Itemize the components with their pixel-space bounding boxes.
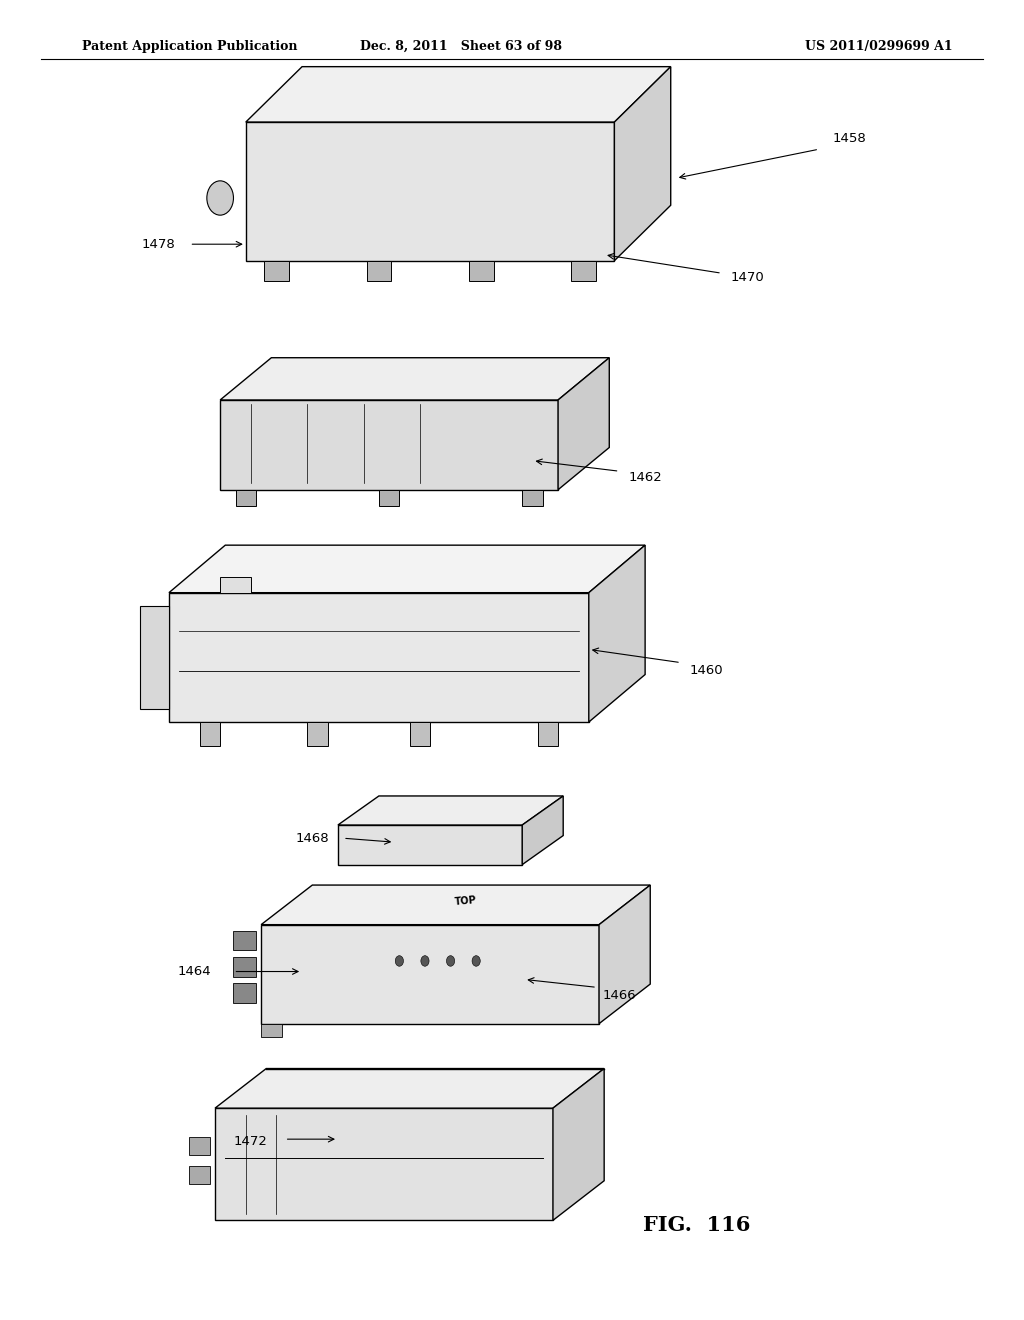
Polygon shape [236,490,256,506]
Polygon shape [522,490,543,506]
Circle shape [446,956,455,966]
Polygon shape [599,884,650,1024]
Text: 1478: 1478 [142,238,175,251]
Polygon shape [215,1109,553,1220]
Polygon shape [169,593,589,722]
Text: FIG.  116: FIG. 116 [643,1214,750,1236]
Text: US 2011/0299699 A1: US 2011/0299699 A1 [805,40,952,53]
Polygon shape [522,796,563,865]
Text: 1460: 1460 [690,664,723,677]
Polygon shape [233,931,256,950]
Text: 1458: 1458 [834,132,866,145]
Text: Patent Application Publication: Patent Application Publication [82,40,297,53]
Polygon shape [246,123,614,261]
Polygon shape [410,722,430,746]
Polygon shape [246,67,671,123]
Polygon shape [200,722,220,746]
Polygon shape [220,358,609,400]
Circle shape [421,956,429,966]
Text: TOP: TOP [455,895,477,907]
Polygon shape [553,1069,604,1220]
Polygon shape [189,1137,210,1155]
Polygon shape [220,400,558,490]
Text: 1468: 1468 [296,832,329,845]
Polygon shape [189,1166,210,1184]
Polygon shape [140,606,169,709]
Polygon shape [169,545,645,593]
Polygon shape [233,983,256,1003]
Text: 1462: 1462 [629,471,662,484]
Polygon shape [261,884,650,924]
Circle shape [207,181,233,215]
Text: 1472: 1472 [233,1135,268,1148]
Polygon shape [338,796,563,825]
Text: 1466: 1466 [603,989,636,1002]
Polygon shape [220,577,251,593]
Polygon shape [215,1069,604,1109]
Polygon shape [338,825,522,865]
Polygon shape [379,490,399,506]
Polygon shape [589,545,645,722]
Polygon shape [233,957,256,977]
Circle shape [472,956,480,966]
Polygon shape [558,358,609,490]
Polygon shape [261,1024,282,1038]
Polygon shape [261,924,599,1024]
Polygon shape [614,67,671,261]
Text: 1464: 1464 [178,965,211,978]
Polygon shape [571,261,596,281]
Polygon shape [538,722,558,746]
Polygon shape [367,261,391,281]
Polygon shape [307,722,328,746]
Polygon shape [264,261,289,281]
Text: 1470: 1470 [731,271,764,284]
Circle shape [395,956,403,966]
Polygon shape [469,261,494,281]
Text: Dec. 8, 2011   Sheet 63 of 98: Dec. 8, 2011 Sheet 63 of 98 [359,40,562,53]
